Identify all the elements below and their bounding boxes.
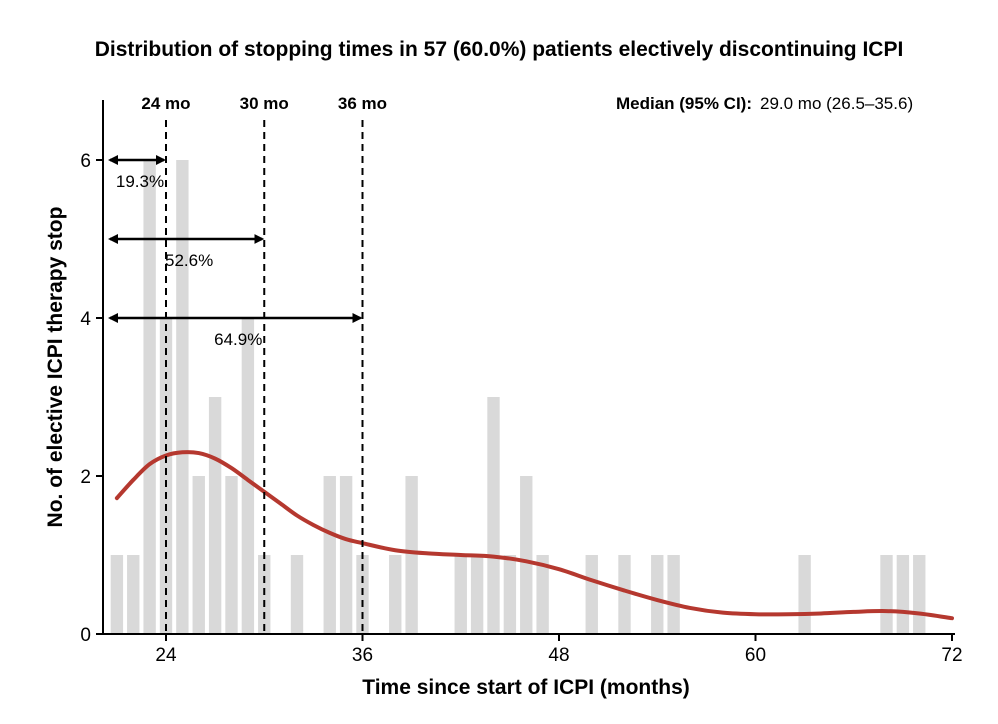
histogram-bar (323, 476, 336, 634)
reference-line-label: 30 mo (240, 94, 289, 113)
y-tick-label: 2 (80, 467, 91, 488)
histogram-bar (127, 555, 140, 634)
percent-label: 64.9% (214, 330, 262, 349)
histogram-bar (536, 555, 549, 634)
histogram-bar (880, 555, 893, 634)
histogram-bar (159, 318, 173, 634)
x-tick-label: 36 (352, 645, 373, 666)
y-tick-label: 4 (80, 309, 91, 330)
reference-line-label: 24 mo (141, 94, 190, 113)
x-tick-label: 72 (941, 645, 962, 666)
histogram-bar (667, 555, 680, 634)
reference-lines: 24 mo 19.3% 30 mo 52.6% 36 mo 64.9% (108, 94, 387, 634)
histogram-bar (405, 476, 418, 634)
histogram-bar (241, 318, 255, 634)
y-axis-title: No. of elective ICPI therapy stop (44, 207, 67, 528)
histogram-bar (470, 555, 484, 634)
histogram-bar (290, 555, 304, 634)
histogram-bar (339, 476, 353, 634)
reference-line-label: 36 mo (338, 94, 387, 113)
histogram-bar (176, 160, 189, 634)
histogram-bar (225, 476, 238, 634)
histogram-bar (454, 555, 467, 634)
histogram-bar (798, 555, 811, 634)
x-tick-label: 60 (745, 645, 766, 666)
histogram-bar (110, 555, 124, 634)
histogram-bar (503, 555, 517, 634)
y-tick-label: 6 (80, 151, 91, 172)
median-value: 29.0 mo (26.5–35.6) (760, 94, 913, 113)
density-curve (114, 450, 954, 621)
x-tick-label: 48 (548, 645, 569, 666)
histogram-bar (913, 555, 926, 634)
histogram-bar (208, 397, 222, 634)
x-axis-title: Time since start of ICPI (months) (362, 676, 690, 699)
percent-label: 19.3% (116, 172, 164, 191)
histogram-bar (651, 555, 664, 634)
density-curve-layer (114, 450, 954, 621)
histogram-bar (487, 397, 500, 634)
histogram-bar (585, 555, 598, 634)
chart-title: Distribution of stopping times in 57 (60… (94, 38, 904, 61)
histogram-bars (110, 160, 926, 634)
histogram-bar (896, 555, 910, 634)
histogram-bar (143, 160, 156, 634)
histogram-bar (389, 555, 402, 634)
percent-label: 52.6% (165, 251, 213, 270)
histogram-bar (192, 476, 205, 634)
median-label: Median (95% CI): (616, 94, 752, 113)
y-tick-label: 0 (80, 625, 91, 646)
histogram-bar (618, 555, 631, 634)
histogram-bar (520, 476, 533, 634)
x-tick-label: 24 (155, 645, 177, 666)
